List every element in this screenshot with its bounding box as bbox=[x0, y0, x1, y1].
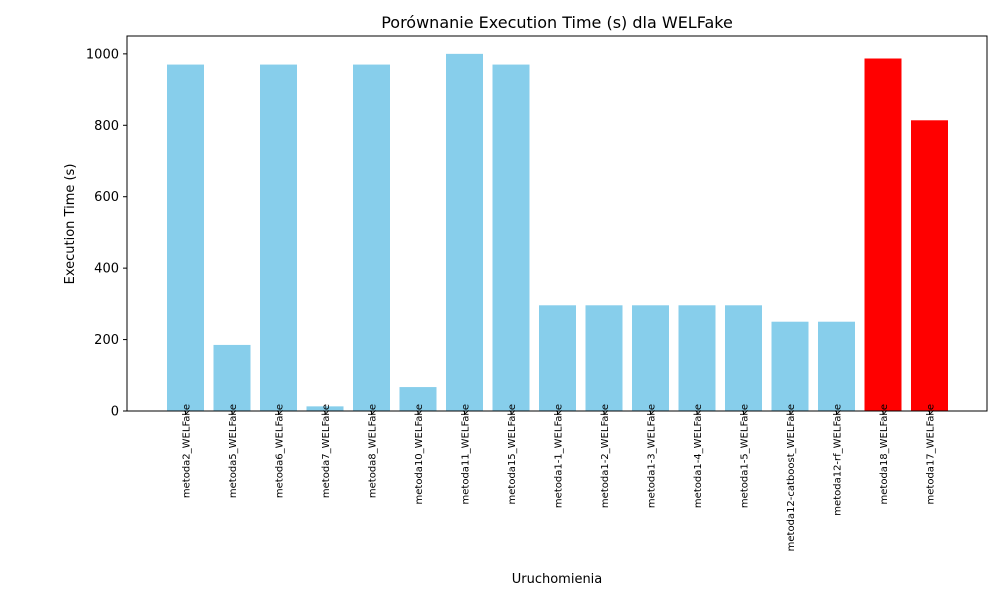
bar bbox=[864, 58, 902, 411]
x-tick-label: metoda1-1_WELFake bbox=[554, 404, 565, 508]
x-tick-label: metoda11_WELFake bbox=[461, 404, 472, 504]
bar bbox=[911, 120, 948, 411]
x-tick-label: metoda10_WELFake bbox=[414, 404, 425, 504]
bar bbox=[585, 305, 623, 411]
x-tick-label: metoda12-catboost_WELFake bbox=[786, 404, 797, 551]
x-tick-label: metoda12-rf_WELFake bbox=[833, 404, 844, 516]
x-tick-label: metoda6_WELFake bbox=[275, 404, 286, 498]
x-tick-label: metoda18_WELFake bbox=[879, 404, 890, 504]
bar bbox=[446, 53, 483, 412]
bar bbox=[632, 305, 669, 411]
x-axis-label: Uruchomienia bbox=[512, 572, 603, 587]
chart-title: Porównanie Execution Time (s) dla WELFak… bbox=[381, 13, 733, 32]
y-tick-label: 0 bbox=[111, 405, 119, 420]
y-axis-label: Execution Time (s) bbox=[63, 164, 78, 285]
bar bbox=[539, 305, 576, 411]
bar bbox=[678, 305, 716, 411]
y-tick-label: 800 bbox=[94, 119, 119, 134]
x-tick-label: metoda7_WELFake bbox=[321, 404, 332, 498]
x-tick-label: metoda1-2_WELFake bbox=[600, 404, 611, 508]
bar bbox=[353, 64, 390, 411]
bar bbox=[213, 344, 251, 411]
bar bbox=[818, 321, 855, 411]
plot-frame bbox=[126, 35, 988, 412]
y-tick-label: 200 bbox=[94, 333, 119, 348]
bar bbox=[167, 64, 204, 411]
x-tick-label: metoda5_WELFake bbox=[228, 404, 239, 498]
bar bbox=[399, 387, 437, 411]
x-tick-label: metoda8_WELFake bbox=[368, 404, 379, 498]
x-tick-label: metoda1-5_WELFake bbox=[740, 404, 751, 508]
x-tick-label: metoda17_WELFake bbox=[926, 404, 937, 504]
x-tick-label: metoda2_WELFake bbox=[182, 404, 193, 498]
x-ticks-group: metoda2_WELFake metoda5_WELFake metoda6_WE… bbox=[182, 404, 937, 551]
bars-group bbox=[167, 53, 948, 412]
y-ticks-group: 0 200 400 600 800 1000 bbox=[86, 47, 127, 420]
bar bbox=[492, 64, 530, 411]
y-tick-label: 400 bbox=[94, 262, 119, 277]
bar bbox=[725, 305, 762, 411]
bar bbox=[771, 321, 809, 411]
x-tick-label: metoda1-4_WELFake bbox=[693, 404, 704, 508]
x-tick-label: metoda15_WELFake bbox=[507, 404, 518, 504]
bar bbox=[306, 406, 344, 411]
bar bbox=[260, 64, 297, 411]
y-tick-label: 1000 bbox=[86, 47, 119, 62]
y-tick-label: 600 bbox=[94, 190, 119, 205]
x-tick-label: metoda1-3_WELFake bbox=[647, 404, 658, 508]
